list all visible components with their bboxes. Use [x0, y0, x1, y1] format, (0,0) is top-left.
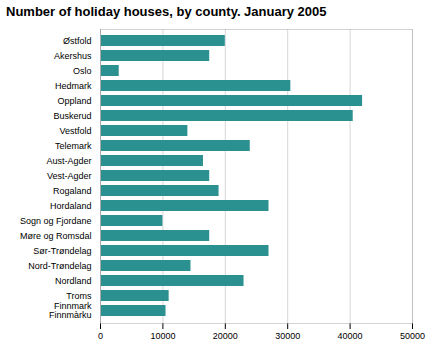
svg-text:Buskerud: Buskerud [53, 111, 91, 121]
svg-text:20000: 20000 [213, 331, 238, 341]
svg-text:Sør-Trøndelag: Sør-Trøndelag [33, 246, 91, 256]
html-text:Number of holiday houses, by c: Number of holiday houses, by county. Jan… [6, 4, 327, 19]
svg-text:40000: 40000 [338, 331, 363, 341]
svg-text:Rogaland: Rogaland [53, 186, 92, 196]
svg-text:Nordland: Nordland [55, 276, 92, 286]
svg-text:Østfold: Østfold [63, 36, 92, 46]
svg-text:Hordaland: Hordaland [50, 201, 92, 211]
svg-text:Hedmark: Hedmark [55, 81, 92, 91]
svg-text:Troms: Troms [66, 291, 92, 301]
svg-text:Vest-Agder: Vest-Agder [47, 171, 92, 181]
svg-text:Oppland: Oppland [57, 96, 91, 106]
svg-text:Telemark: Telemark [55, 141, 92, 151]
svg-text:30000: 30000 [275, 331, 300, 341]
svg-text:Oslo: Oslo [73, 66, 92, 76]
svg-text:Sogn og Fjordane: Sogn og Fjordane [20, 216, 92, 226]
svg-text:50000: 50000 [400, 331, 425, 341]
svg-text:Møre og Romsdal: Møre og Romsdal [20, 231, 92, 241]
svg-text:Aust-Agder: Aust-Agder [46, 156, 91, 166]
svg-text:Nord-Trøndelag: Nord-Trøndelag [28, 261, 91, 271]
svg-text:0: 0 [98, 331, 103, 341]
svg-text:Akershus: Akershus [54, 51, 92, 61]
svg-text:Vestfold: Vestfold [59, 126, 91, 136]
svg-text:FinnmarkFinnmàrku: FinnmarkFinnmàrku [49, 301, 92, 320]
svg-text:10000: 10000 [150, 331, 175, 341]
